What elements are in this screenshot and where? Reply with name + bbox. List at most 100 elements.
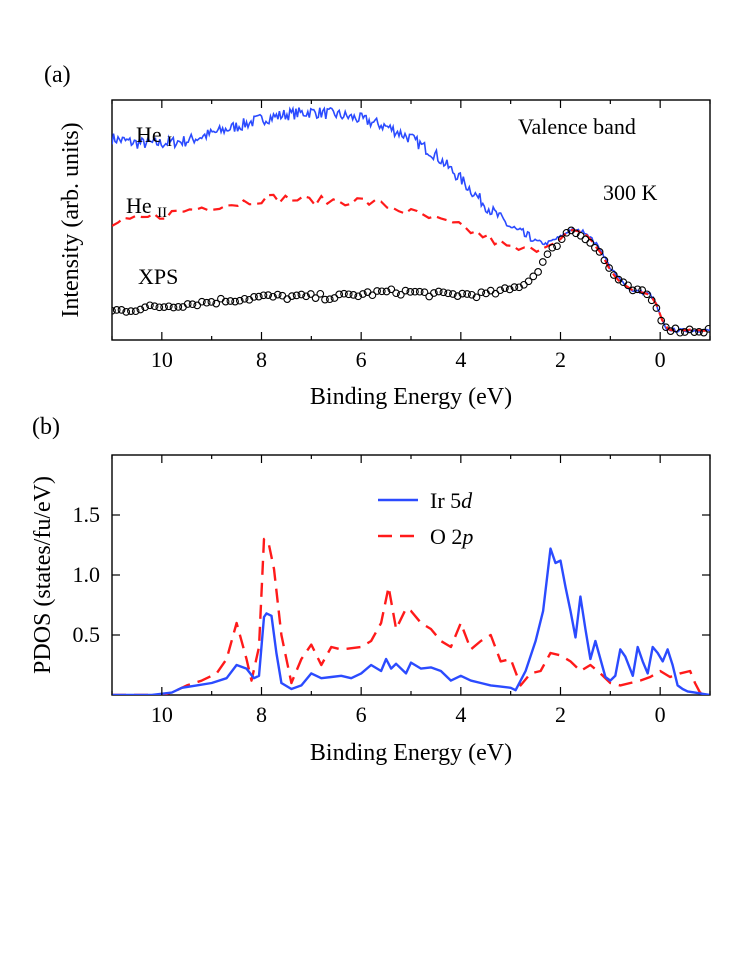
- series-xps-point: [112, 306, 116, 315]
- series-xps-point: [638, 286, 647, 294]
- series-xps-point: [292, 291, 301, 300]
- panel-b-legend: Ir 5d O 2p: [378, 488, 473, 549]
- series-xps-point: [505, 285, 514, 294]
- series-xps-point: [562, 228, 571, 237]
- series-xps-point: [420, 288, 429, 297]
- panel-a-xtick-label: 8: [256, 347, 267, 372]
- series-xps-point: [387, 285, 396, 294]
- series-xps-point: [695, 327, 703, 336]
- series-xps-point: [117, 306, 126, 314]
- panel-a-series-group: [112, 105, 710, 337]
- panel-a-xtick-label: 10: [151, 347, 173, 372]
- series-ir5d-line: [112, 547, 710, 695]
- panel-a-ylabel: Intensity (arb. units): [58, 122, 84, 317]
- series-xps-point: [188, 300, 197, 309]
- panel-a-plot: 10 8 6 4 2 0 Valence band 300 K He I He II XP…: [58, 99, 711, 410]
- legend-label-o2p: O 2p: [430, 524, 473, 549]
- series-xps-point: [174, 303, 183, 311]
- series-xps-point: [311, 294, 320, 302]
- series-xps-point: [240, 294, 249, 303]
- series-xps-point: [477, 288, 486, 297]
- series-xps-point: [529, 272, 538, 281]
- series-xps-point: [609, 271, 618, 279]
- series-xps-point: [335, 290, 344, 299]
- series-xps-point: [501, 284, 509, 292]
- panel-b-xtick-label: 10: [151, 702, 173, 727]
- panel-a-xlabel: Binding Energy (eV): [310, 384, 512, 410]
- series-xps-point: [467, 290, 476, 299]
- series-xps-point: [449, 290, 457, 298]
- series-xps-point: [548, 243, 557, 252]
- series-xps-point: [453, 292, 462, 300]
- series-xps-point: [340, 289, 348, 298]
- annotation-temperature: 300 K: [603, 180, 658, 205]
- series-xps-point: [425, 292, 434, 301]
- series-xps-point: [430, 289, 438, 297]
- series-xps-point: [302, 292, 310, 301]
- series-xps-point: [136, 305, 145, 314]
- series-xps-point: [633, 285, 642, 294]
- series-xps-point: [141, 303, 149, 312]
- series-xps-point: [538, 258, 547, 266]
- series-xps-point: [543, 250, 552, 259]
- series-xps-point: [396, 290, 405, 299]
- series-xps-point: [122, 308, 131, 316]
- series-xps-point: [112, 306, 121, 314]
- series-xps-point: [557, 235, 566, 244]
- series-xps-point: [254, 292, 263, 301]
- series-xps-point: [553, 242, 561, 251]
- series-xps-point: [373, 287, 381, 295]
- series-xps-point: [169, 303, 178, 312]
- panel-b-series-group: [112, 537, 710, 695]
- series-xps-point: [647, 296, 656, 305]
- series-xps-point: [278, 291, 287, 300]
- series-xps-point: [690, 328, 699, 336]
- annotation-valence-band: Valence band: [518, 114, 636, 139]
- panel-b-ytick-label: 1.0: [73, 562, 101, 587]
- series-xps-point: [382, 287, 391, 296]
- panel-b-xtick-label: 8: [256, 702, 267, 727]
- series-xps-point: [306, 290, 315, 298]
- series-xps-point: [377, 287, 386, 296]
- series-xps-point: [472, 293, 481, 302]
- series-xps-point: [439, 288, 448, 297]
- panel-a-xtick-label: 6: [356, 347, 367, 372]
- series-xps-point: [198, 297, 206, 306]
- series-xps-point: [321, 295, 329, 304]
- series-xps-point: [330, 294, 339, 302]
- series-xps-point: [316, 289, 325, 298]
- series-xps-point: [325, 295, 334, 304]
- series-xps-point: [226, 297, 235, 305]
- panel-a-xtick-label: 4: [455, 347, 466, 372]
- panel-b-xtick-label: 6: [356, 702, 367, 727]
- series-xps-point: [231, 297, 239, 306]
- series-xps-point: [193, 301, 202, 310]
- series-xps-point: [183, 300, 192, 308]
- series-xps-point: [524, 277, 533, 286]
- series-xps-point: [595, 248, 604, 256]
- panel-a-xtick-label: 0: [655, 347, 666, 372]
- series-xps-point: [269, 292, 277, 301]
- series-xps-point: [259, 291, 268, 300]
- series-xps-point: [264, 291, 273, 299]
- series-xps-point: [392, 289, 400, 298]
- panel-b-xtick-label: 4: [455, 702, 466, 727]
- series-xps-point: [368, 291, 377, 300]
- series-xps-point: [146, 301, 154, 310]
- panel-b-xtick-label: 0: [655, 702, 666, 727]
- label-xps: XPS: [138, 264, 178, 289]
- panel-b-frame: [111, 454, 711, 696]
- panel-b-ytick-label: 0.5: [73, 622, 101, 647]
- series-xps-point: [411, 287, 419, 296]
- series-xps-point: [676, 328, 684, 337]
- label-he-i: He I: [136, 122, 172, 150]
- series-xps-point: [510, 283, 519, 291]
- series-xps-point: [297, 290, 306, 299]
- series-xps-point: [160, 303, 168, 311]
- series-xps-point: [415, 287, 424, 296]
- series-xps-point: [600, 256, 609, 265]
- panel-a-label: (a): [44, 62, 71, 88]
- panel-b-ticks: 10 8 6 4 2 0 0.5 1.0 1.5: [73, 455, 711, 727]
- series-xps-point: [591, 243, 599, 252]
